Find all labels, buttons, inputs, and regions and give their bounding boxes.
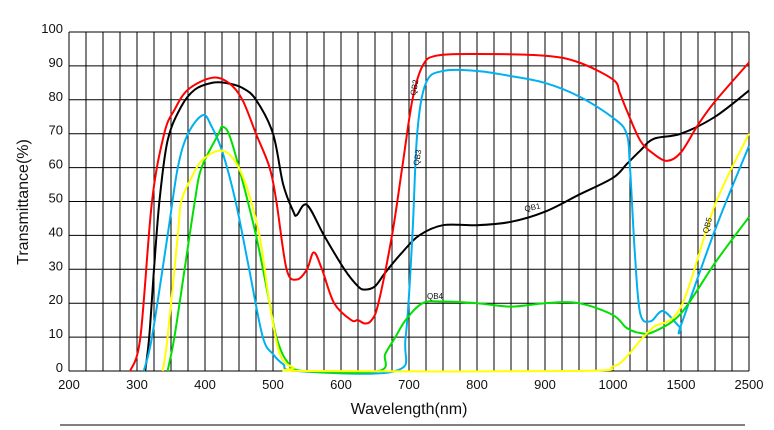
x-tick-label: 800 [466,377,488,392]
series-line-qb1 [144,81,750,372]
y-tick-label: 60 [49,157,63,172]
y-axis-ticks: 0 10 20 30 40 50 60 70 80 90 100 [41,21,63,375]
x-tick-label: 2500 [735,377,764,392]
x-axis-ticks: 200 300 400 500 600 700 800 900 1000 1500 2500 [58,377,763,392]
curves [129,52,750,375]
x-tick-label: 400 [194,377,216,392]
x-tick-label: 200 [58,377,80,392]
y-tick-label: 90 [49,55,63,70]
x-tick-label: 1500 [667,377,696,392]
series-line-qb4 [166,125,750,374]
y-tick-label: 10 [49,326,63,341]
curve-labels: QB1 QB2 QB3 QB4 QB5 [409,78,714,301]
y-tick-label: 30 [49,258,63,273]
x-tick-label: 900 [534,377,556,392]
y-tick-label: 70 [49,123,63,138]
grid [68,31,750,372]
y-tick-label: 40 [49,224,63,239]
series-line-qb3 [142,68,750,375]
series-label-qb3: QB3 [412,148,424,166]
series-line-qb2 [129,52,750,372]
y-tick-label: 20 [49,292,63,307]
y-axis-label: Transmittance(%) [15,139,32,265]
y-tick-label: 0 [56,360,63,375]
y-tick-label: 80 [49,89,63,104]
series-label-qb5: QB5 [701,216,714,234]
series-label-qb2: QB2 [409,78,421,96]
x-tick-label: 500 [262,377,284,392]
x-tick-label: 300 [126,377,148,392]
series-label-qb4: QB4 [427,292,444,301]
series-label-qb1: QB1 [524,201,542,213]
x-axis-label: Wavelength(nm) [351,401,468,418]
series-line-qb5 [161,133,750,373]
x-tick-label: 700 [398,377,420,392]
x-tick-label: 600 [330,377,352,392]
y-tick-label: 100 [41,21,63,36]
y-tick-label: 50 [49,191,63,206]
x-tick-label: 1000 [599,377,628,392]
